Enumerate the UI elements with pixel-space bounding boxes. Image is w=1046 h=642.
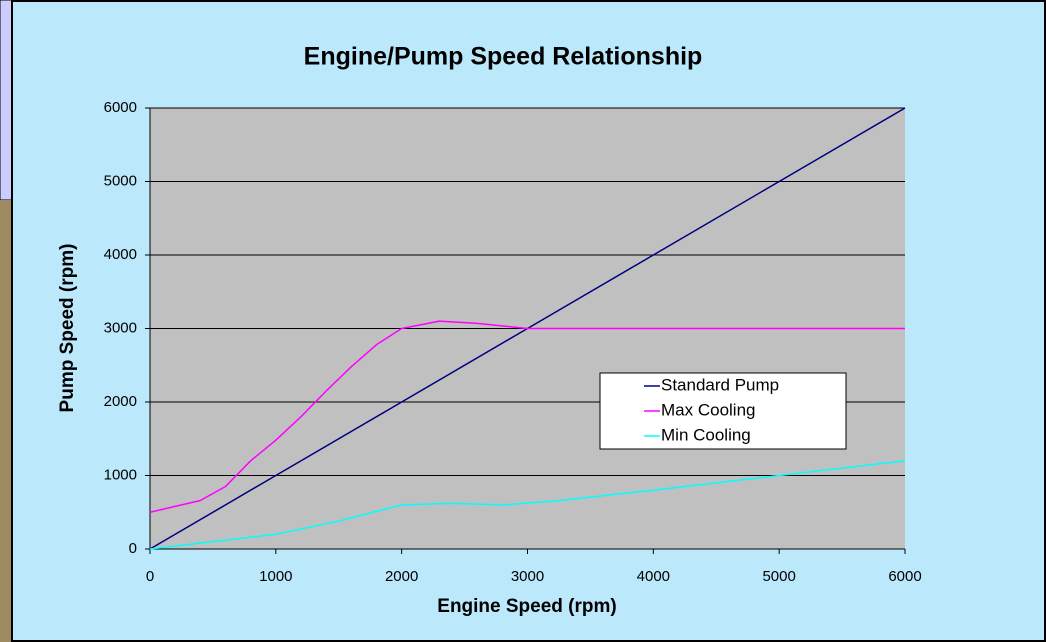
y-tick-label: 1000 (104, 466, 137, 483)
legend-label: Min Cooling (661, 425, 751, 444)
x-tick-label: 3000 (511, 568, 544, 585)
x-tick-label: 0 (146, 568, 154, 585)
legend-label: Max Cooling (661, 400, 756, 419)
y-tick-label: 6000 (104, 99, 137, 116)
y-tick-label: 0 (129, 540, 137, 557)
y-tick-label: 4000 (104, 246, 137, 263)
x-tick-label: 5000 (762, 568, 795, 585)
legend-label: Standard Pump (661, 375, 779, 394)
series-line (149, 320, 905, 513)
y-tick-label: 3000 (104, 319, 137, 336)
x-tick-label: 2000 (385, 568, 418, 585)
x-axis-label: Engine Speed (rpm) (437, 596, 616, 617)
x-tick-label: 4000 (637, 568, 670, 585)
legend-box (599, 372, 847, 450)
x-tick-label: 6000 (888, 568, 921, 585)
chart-title: Engine/Pump Speed Relationship (304, 43, 703, 71)
y-axis-label: Pump Speed (rpm) (57, 244, 78, 413)
series-line (149, 460, 906, 550)
y-tick-label: 2000 (104, 393, 137, 410)
x-tick-label: 1000 (259, 568, 292, 585)
y-tick-label: 5000 (104, 172, 137, 189)
